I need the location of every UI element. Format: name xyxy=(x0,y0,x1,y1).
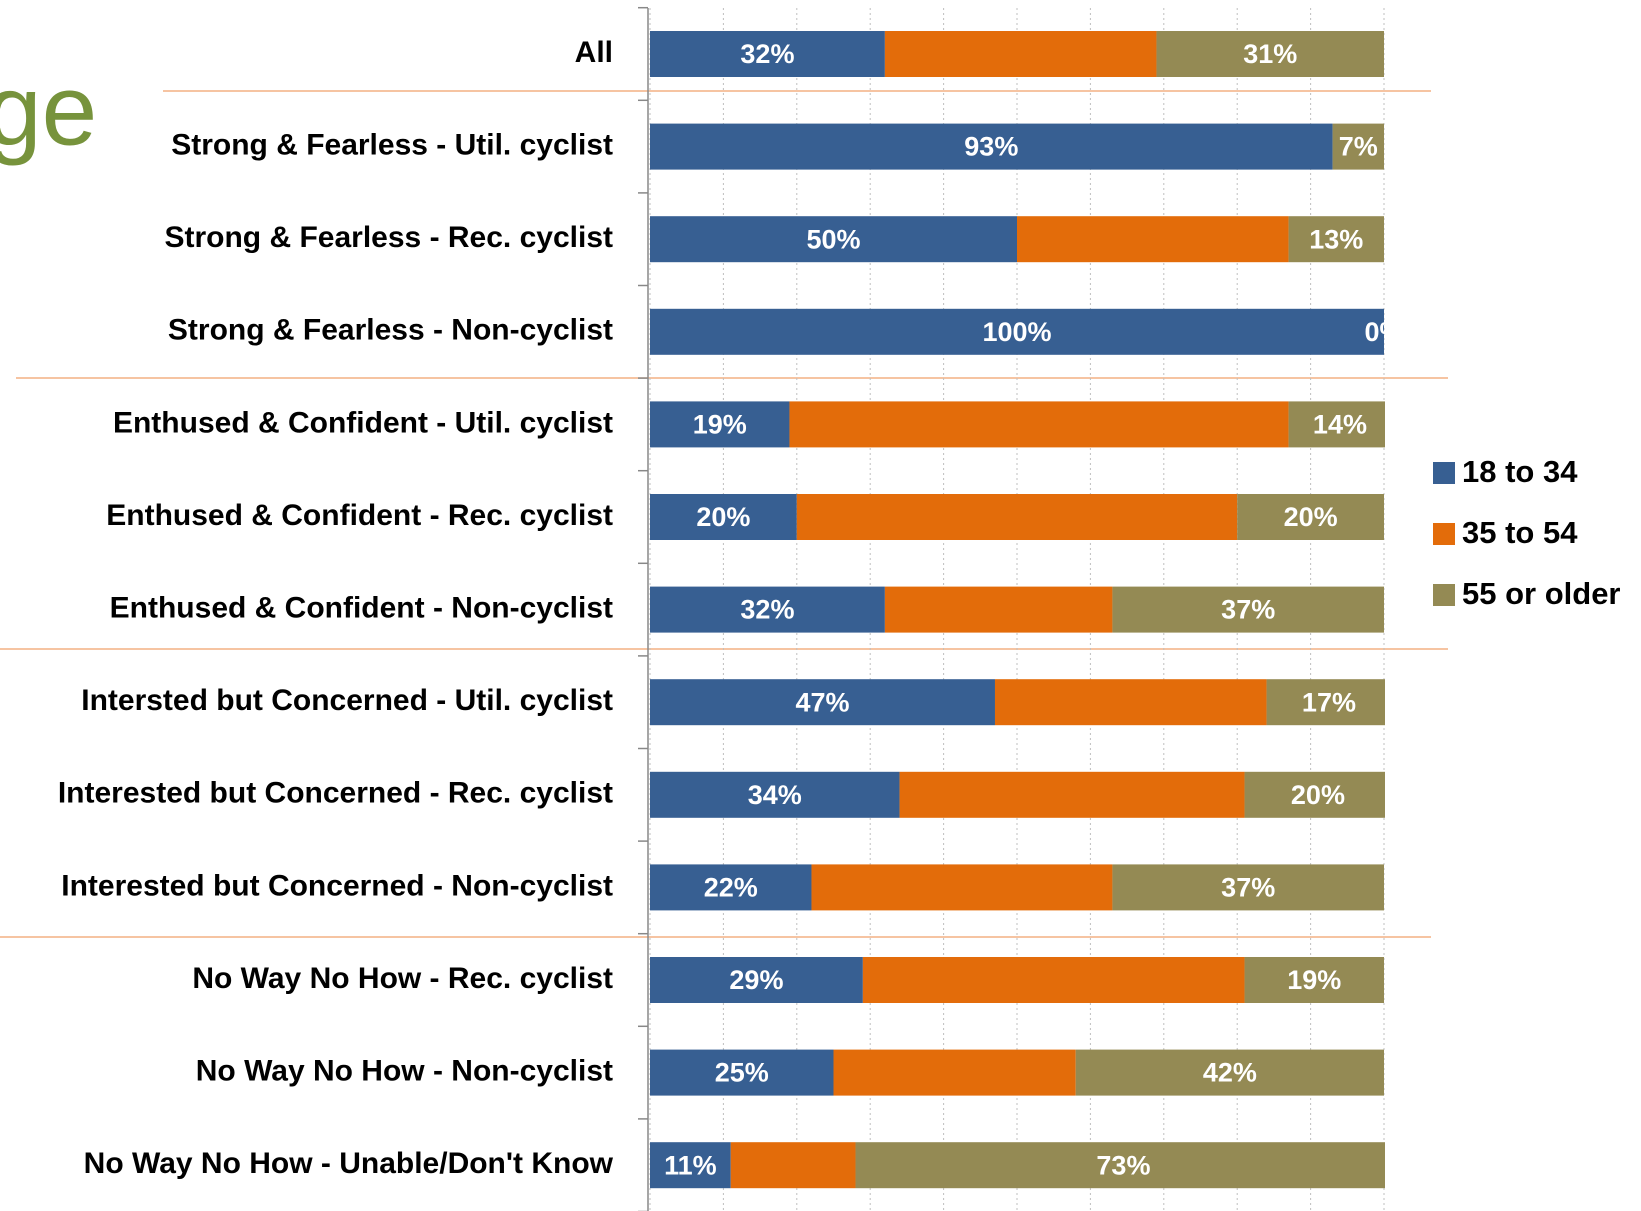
bar-segment xyxy=(650,494,797,540)
data-label: 13% xyxy=(1309,224,1363,254)
data-label: 22% xyxy=(704,873,758,903)
bar-segment xyxy=(1266,679,1385,726)
bar-segment xyxy=(862,957,1245,1003)
bar-segment xyxy=(650,1142,731,1189)
y-tick-label: All xyxy=(575,36,613,69)
data-label: 37% xyxy=(1221,595,1275,625)
data-label: 14% xyxy=(1313,410,1367,440)
data-label: 29% xyxy=(729,965,783,995)
bar-segment xyxy=(650,31,885,77)
bar-segment xyxy=(1332,123,1384,170)
y-tick-label: Strong & Fearless - Util. cyclist xyxy=(171,129,613,162)
bar-segment xyxy=(1288,401,1385,448)
data-label: 19% xyxy=(693,410,747,440)
bar-segment xyxy=(1244,957,1384,1003)
data-label: 37% xyxy=(1221,873,1275,903)
bar-segment xyxy=(1017,216,1289,263)
legend-label: 35 to 54 xyxy=(1462,515,1578,550)
data-label: 20% xyxy=(1291,780,1345,810)
data-label: 32% xyxy=(740,39,794,69)
y-tick-label: Strong & Fearless - Non-cyclist xyxy=(168,314,613,347)
title-fragment: ge xyxy=(0,54,97,166)
bar-segment xyxy=(650,679,995,726)
data-label: 93% xyxy=(964,132,1018,162)
legend-label: 18 to 34 xyxy=(1462,454,1578,489)
data-label: 73% xyxy=(1096,1150,1150,1180)
data-label: 0% xyxy=(1364,317,1403,347)
data-label: 19% xyxy=(1287,965,1341,995)
legend-label: 55 or older xyxy=(1462,576,1621,611)
data-label: 25% xyxy=(715,1058,769,1088)
data-label: 47% xyxy=(795,687,849,717)
bar-segment xyxy=(1112,586,1384,633)
bar-segment xyxy=(650,957,863,1003)
legend-swatch xyxy=(1433,462,1455,484)
bar-segment xyxy=(650,771,900,818)
y-tick-label: Strong & Fearless - Rec. cyclist xyxy=(164,221,613,254)
y-tick-label: Interested but Concerned - Non-cyclist xyxy=(61,869,613,902)
data-label: 42% xyxy=(1203,1058,1257,1088)
data-label: 32% xyxy=(740,595,794,625)
bar-segment xyxy=(1075,1049,1384,1096)
bar-segment xyxy=(1244,771,1385,818)
y-tick-label: Interested but Concerned - Rec. cyclist xyxy=(58,777,613,810)
data-label: 34% xyxy=(748,780,802,810)
legend-swatch xyxy=(1433,523,1455,545)
bar-segment xyxy=(789,401,1289,448)
bar-segment xyxy=(811,864,1113,911)
bar-segment xyxy=(1112,864,1384,911)
bar-segment xyxy=(650,123,1333,170)
bar-segment xyxy=(1288,216,1384,263)
bar-segment xyxy=(730,1142,856,1189)
bar-segment xyxy=(650,586,885,633)
data-label: 50% xyxy=(806,224,860,254)
y-tick-label: Enthused & Confident - Util. cyclist xyxy=(113,406,613,439)
bar-segment xyxy=(650,216,1017,263)
bar-segment xyxy=(796,494,1238,540)
bar-segment xyxy=(1237,494,1384,540)
bar-segment xyxy=(855,1142,1385,1189)
bar-segment xyxy=(650,864,812,911)
data-label: 17% xyxy=(1302,687,1356,717)
y-tick-label: No Way No How - Non-cyclist xyxy=(196,1055,613,1088)
y-tick-label: Enthused & Confident - Non-cyclist xyxy=(110,592,613,625)
data-label: 31% xyxy=(1243,39,1297,69)
bar-segment xyxy=(899,771,1245,818)
bar-segment xyxy=(994,679,1267,726)
y-tick-label: No Way No How - Rec. cyclist xyxy=(192,962,613,995)
bar-segment xyxy=(833,1049,1076,1096)
data-label: 20% xyxy=(696,502,750,532)
y-tick-label: Intersted but Concerned - Util. cyclist xyxy=(81,684,613,717)
data-label: 7% xyxy=(1339,132,1378,162)
y-tick-label: Enthused & Confident - Rec. cyclist xyxy=(106,499,613,532)
legend-swatch xyxy=(1433,584,1455,606)
data-label: 20% xyxy=(1284,502,1338,532)
data-label: 100% xyxy=(982,317,1051,347)
bar-segment xyxy=(884,586,1113,633)
y-tick-label: No Way No How - Unable/Don't Know xyxy=(84,1147,614,1180)
bar-segment xyxy=(650,308,1384,355)
plot: 32% 31% 93% 7% 50% 13% 100% 0% 19% 14% 20% 20% 32% 37… xyxy=(650,31,1403,1189)
bar-segment xyxy=(650,1049,834,1096)
data-label: 11% xyxy=(664,1150,717,1180)
bar-segment xyxy=(650,401,790,448)
bar-segment xyxy=(1156,31,1384,77)
bar-segment xyxy=(884,31,1157,77)
